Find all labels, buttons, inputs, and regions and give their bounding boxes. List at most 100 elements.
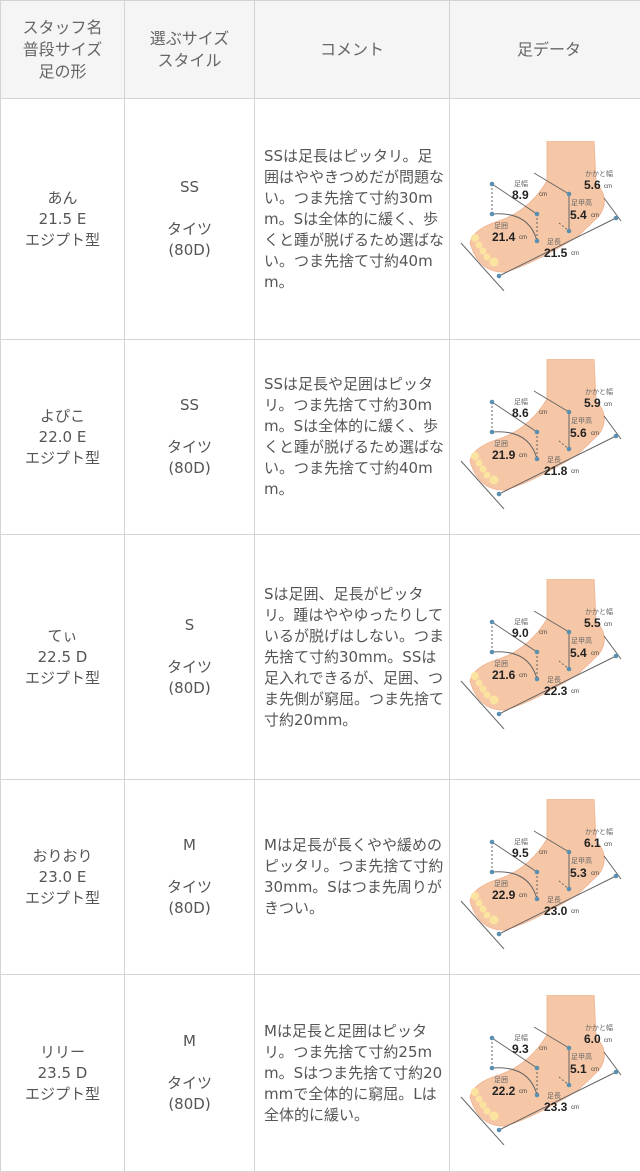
unit: cm xyxy=(539,630,547,636)
instep-height-label: 足甲高 xyxy=(571,856,592,865)
foot-width-value: 8.9 xyxy=(512,188,529,202)
length-value: 21.5 xyxy=(544,246,568,260)
header-text: 普段サイズ xyxy=(2,39,123,61)
size-cell: SS タイツ (80D) xyxy=(125,99,255,340)
foot-shape: エジプト型 xyxy=(2,1084,123,1105)
style: タイツ xyxy=(126,437,253,458)
instep-height-label: 足甲高 xyxy=(571,1052,592,1061)
instep-height-label: 足甲高 xyxy=(571,198,592,207)
comment-text: Mは足長が長くやや緩めのピッタリ。つま先捨て寸約30mm。Sはつま先周りがきつい… xyxy=(256,835,446,919)
staff-name: リリー xyxy=(2,1042,123,1063)
girth-value: 21.9 xyxy=(492,448,516,462)
denier: (80D) xyxy=(126,1094,253,1115)
foot-shape: エジプト型 xyxy=(2,448,123,469)
instep-height-value: 5.6 xyxy=(570,426,587,440)
chosen-size: M xyxy=(126,835,253,856)
foot-shape: エジプト型 xyxy=(2,668,123,689)
girth-value: 22.9 xyxy=(492,888,516,902)
unit: cm xyxy=(571,251,579,257)
unit: cm xyxy=(519,1089,527,1095)
foot-width-label: 足幅 xyxy=(514,1033,528,1042)
length-label: 足長 xyxy=(547,676,561,684)
instep-height-label: 足甲高 xyxy=(571,636,592,645)
girth-value: 21.4 xyxy=(492,230,516,244)
foot-data-cell: 足幅 かかと幅 足甲高 足囲 足長 8.6 5.9 5.6 21.9 21.8 … xyxy=(450,340,640,535)
foot-width-label: 足幅 xyxy=(514,617,528,626)
unit: cm xyxy=(604,1038,612,1044)
unit: cm xyxy=(591,213,599,219)
foot-diagram: 足幅 かかと幅 足甲高 足囲 足長 8.6 5.9 5.6 21.9 21.8 … xyxy=(459,359,639,509)
instep-height-label: 足甲高 xyxy=(571,416,592,425)
instep-height-value: 5.4 xyxy=(570,646,587,660)
length-value: 23.3 xyxy=(544,1100,568,1114)
heel-width-value: 5.5 xyxy=(584,616,601,630)
staff-cell: よぴこ 22.0 E エジプト型 xyxy=(1,340,125,535)
foot-shape: エジプト型 xyxy=(2,888,123,909)
unit: cm xyxy=(571,909,579,915)
chosen-size: M xyxy=(126,1031,253,1052)
instep-height-value: 5.1 xyxy=(570,1062,587,1076)
unit: cm xyxy=(604,184,612,190)
size-cell: M タイツ (80D) xyxy=(125,975,255,1172)
unit: cm xyxy=(519,893,527,899)
table-row: あん 21.5 E エジプト型 SS タイツ (80D) SSは足長はピッタリ。… xyxy=(1,99,640,340)
header-foot-data: 足データ xyxy=(450,1,640,99)
heel-width-value: 5.6 xyxy=(584,178,601,192)
header-text: 足の形 xyxy=(2,61,123,83)
foot-diagram: 足幅 かかと幅 足甲高 足囲 足長 9.3 6.0 5.1 22.2 23.3 … xyxy=(459,995,639,1145)
header-text: スタッフ名 xyxy=(2,17,123,39)
unit: cm xyxy=(591,1067,599,1073)
girth-label: 足囲 xyxy=(494,660,508,668)
foot-width-label: 足幅 xyxy=(514,837,528,846)
comment-cell: Mは足長が長くやや緩めのピッタリ。つま先捨て寸約30mm。Sはつま先周りがきつい… xyxy=(255,780,450,975)
unit: cm xyxy=(604,842,612,848)
foot-diagram: 足幅 かかと幅 足甲高 足囲 足長 9.0 5.5 5.4 21.6 22.3 … xyxy=(459,579,639,729)
style: タイツ xyxy=(126,1073,253,1094)
table-row: リリー 23.5 D エジプト型 M タイツ (80D) Mは足長と足囲はピッタ… xyxy=(1,975,640,1172)
length-label: 足長 xyxy=(547,896,561,904)
usual-size: 23.5 D xyxy=(2,1063,123,1084)
header-size: 選ぶサイズ スタイル xyxy=(125,1,255,99)
staff-cell: てぃ 22.5 D エジプト型 xyxy=(1,535,125,780)
usual-size: 23.0 E xyxy=(2,867,123,888)
unit: cm xyxy=(539,1046,547,1052)
girth-value: 21.6 xyxy=(492,668,516,682)
unit: cm xyxy=(571,689,579,695)
length-value: 23.0 xyxy=(544,904,568,918)
style: タイツ xyxy=(126,657,253,678)
heel-width-label: かかと幅 xyxy=(585,1023,613,1032)
unit: cm xyxy=(604,622,612,628)
header-text: スタイル xyxy=(126,50,253,72)
girth-label: 足囲 xyxy=(494,1076,508,1084)
denier: (80D) xyxy=(126,898,253,919)
staff-name: よぴこ xyxy=(2,406,123,427)
foot-width-value: 9.5 xyxy=(512,846,529,860)
foot-data-cell: 足幅 かかと幅 足甲高 足囲 足長 9.3 6.0 5.1 22.2 23.3 … xyxy=(450,975,640,1172)
chosen-size: SS xyxy=(126,177,253,198)
girth-label: 足囲 xyxy=(494,880,508,888)
unit: cm xyxy=(591,871,599,877)
foot-data-cell: 足幅 かかと幅 足甲高 足囲 足長 9.5 6.1 5.3 22.9 23.0 … xyxy=(450,780,640,975)
unit: cm xyxy=(591,651,599,657)
foot-width-label: 足幅 xyxy=(514,179,528,188)
foot-diagram: 足幅 かかと幅 足甲高 足囲 足長 9.5 6.1 5.3 22.9 23.0 … xyxy=(459,799,639,949)
foot-diagram: 足幅 かかと幅 足甲高 足囲 足長 8.9 5.6 5.4 21.4 21.5 … xyxy=(459,141,639,291)
unit: cm xyxy=(591,431,599,437)
unit: cm xyxy=(519,673,527,679)
heel-width-label: かかと幅 xyxy=(585,607,613,616)
header-comment: コメント xyxy=(255,1,450,99)
size-cell: M タイツ (80D) xyxy=(125,780,255,975)
heel-width-label: かかと幅 xyxy=(585,169,613,178)
foot-width-value: 8.6 xyxy=(512,406,529,420)
comment-text: SSは足長や足囲はピッタリ。つま先捨て寸約30mm。Sは全体的に緩く、歩くと踵が… xyxy=(256,374,446,500)
header-row: スタッフ名 普段サイズ 足の形 選ぶサイズ スタイル コメント 足データ xyxy=(1,1,640,99)
usual-size: 21.5 E xyxy=(2,209,123,230)
foot-width-value: 9.0 xyxy=(512,626,529,640)
size-cell: SS タイツ (80D) xyxy=(125,340,255,535)
unit: cm xyxy=(539,410,547,416)
length-label: 足長 xyxy=(547,238,561,246)
girth-value: 22.2 xyxy=(492,1084,516,1098)
style: タイツ xyxy=(126,219,253,240)
unit: cm xyxy=(571,469,579,475)
